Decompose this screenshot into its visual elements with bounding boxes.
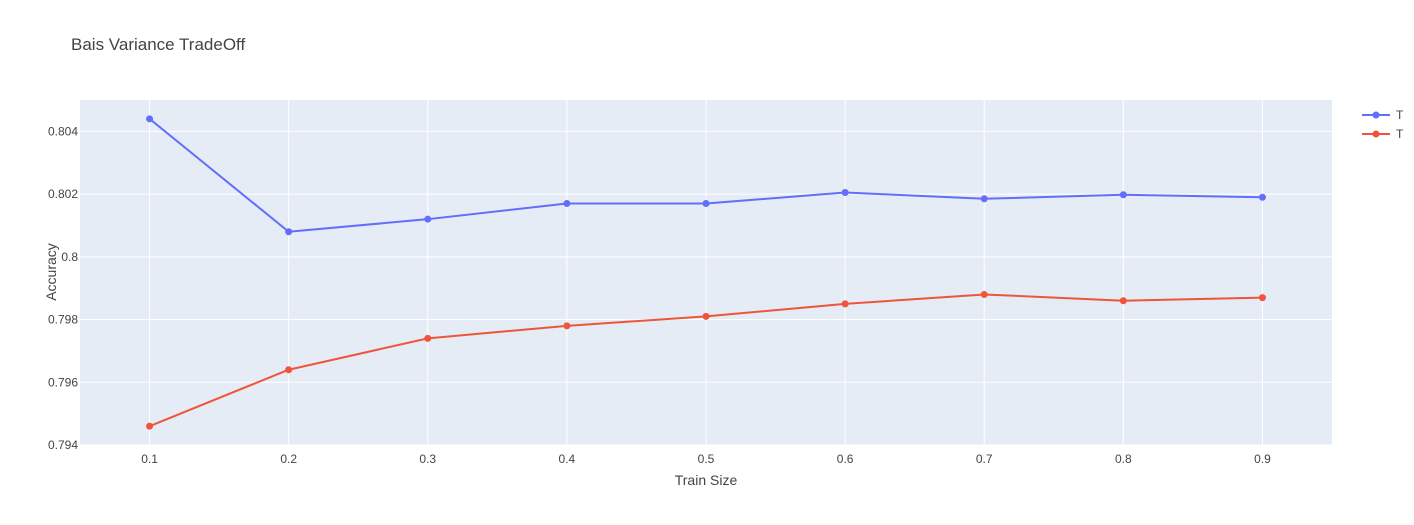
series-1 xyxy=(146,115,1266,236)
series-2-point[interactable] xyxy=(980,290,988,298)
y-tick-label: 0.802 xyxy=(48,187,78,201)
series-2-point[interactable] xyxy=(1258,294,1266,302)
series-2-point[interactable] xyxy=(146,422,154,430)
series-2-point[interactable] xyxy=(1119,297,1127,305)
x-tick-labels: 0.1 0.2 0.3 0.4 0.5 0.6 0.7 0.8 0.9 xyxy=(141,452,1271,466)
series-1-point[interactable] xyxy=(980,195,988,203)
series-1-point[interactable] xyxy=(285,228,293,236)
series-2-point[interactable] xyxy=(841,300,849,308)
y-tick-label: 0.804 xyxy=(48,124,78,138)
series-1-point[interactable] xyxy=(841,189,849,197)
x-axis-title: Train Size xyxy=(675,472,738,488)
series-layer xyxy=(146,115,1266,430)
y-tick-label: 0.798 xyxy=(48,313,78,327)
x-tick-label: 0.5 xyxy=(698,452,715,466)
x-tick-label: 0.3 xyxy=(419,452,436,466)
series-2-point[interactable] xyxy=(424,334,432,342)
series-2-point[interactable] xyxy=(702,312,710,320)
series-1-point[interactable] xyxy=(702,200,710,207)
x-gridlines xyxy=(149,100,1263,445)
x-tick-label: 0.9 xyxy=(1254,452,1271,466)
x-tick-label: 0.8 xyxy=(1115,452,1132,466)
series-2-point[interactable] xyxy=(563,322,571,330)
legend-item-2[interactable]: T xyxy=(1362,127,1404,141)
series-1-point[interactable] xyxy=(563,200,571,207)
legend-label: T xyxy=(1396,127,1404,141)
y-gridlines xyxy=(80,130,1332,446)
series-1-point[interactable] xyxy=(424,215,432,223)
x-tick-label: 0.1 xyxy=(141,452,158,466)
x-tick-label: 0.2 xyxy=(280,452,297,466)
y-tick-label: 0.794 xyxy=(48,438,78,452)
legend-label: T xyxy=(1396,108,1404,122)
x-tick-label: 0.4 xyxy=(559,452,576,466)
series-1-point[interactable] xyxy=(1119,191,1127,199)
y-tick-label: 0.796 xyxy=(48,375,78,389)
y-axis-title: Accuracy xyxy=(43,243,59,301)
x-tick-label: 0.7 xyxy=(976,452,993,466)
legend[interactable]: TT xyxy=(1362,108,1404,141)
series-1-point[interactable] xyxy=(146,115,154,123)
x-tick-label: 0.6 xyxy=(837,452,854,466)
series-1-point[interactable] xyxy=(1258,193,1266,201)
chart-title: Bais Variance TradeOff xyxy=(71,35,245,54)
y-tick-labels: 0.794 0.796 0.798 0.8 0.802 0.804 xyxy=(48,124,78,452)
y-tick-label: 0.8 xyxy=(61,250,78,264)
legend-marker xyxy=(1372,111,1380,119)
legend-item-1[interactable]: T xyxy=(1362,108,1404,122)
series-2 xyxy=(146,290,1266,430)
legend-marker xyxy=(1372,130,1380,138)
series-2-point[interactable] xyxy=(285,366,293,374)
